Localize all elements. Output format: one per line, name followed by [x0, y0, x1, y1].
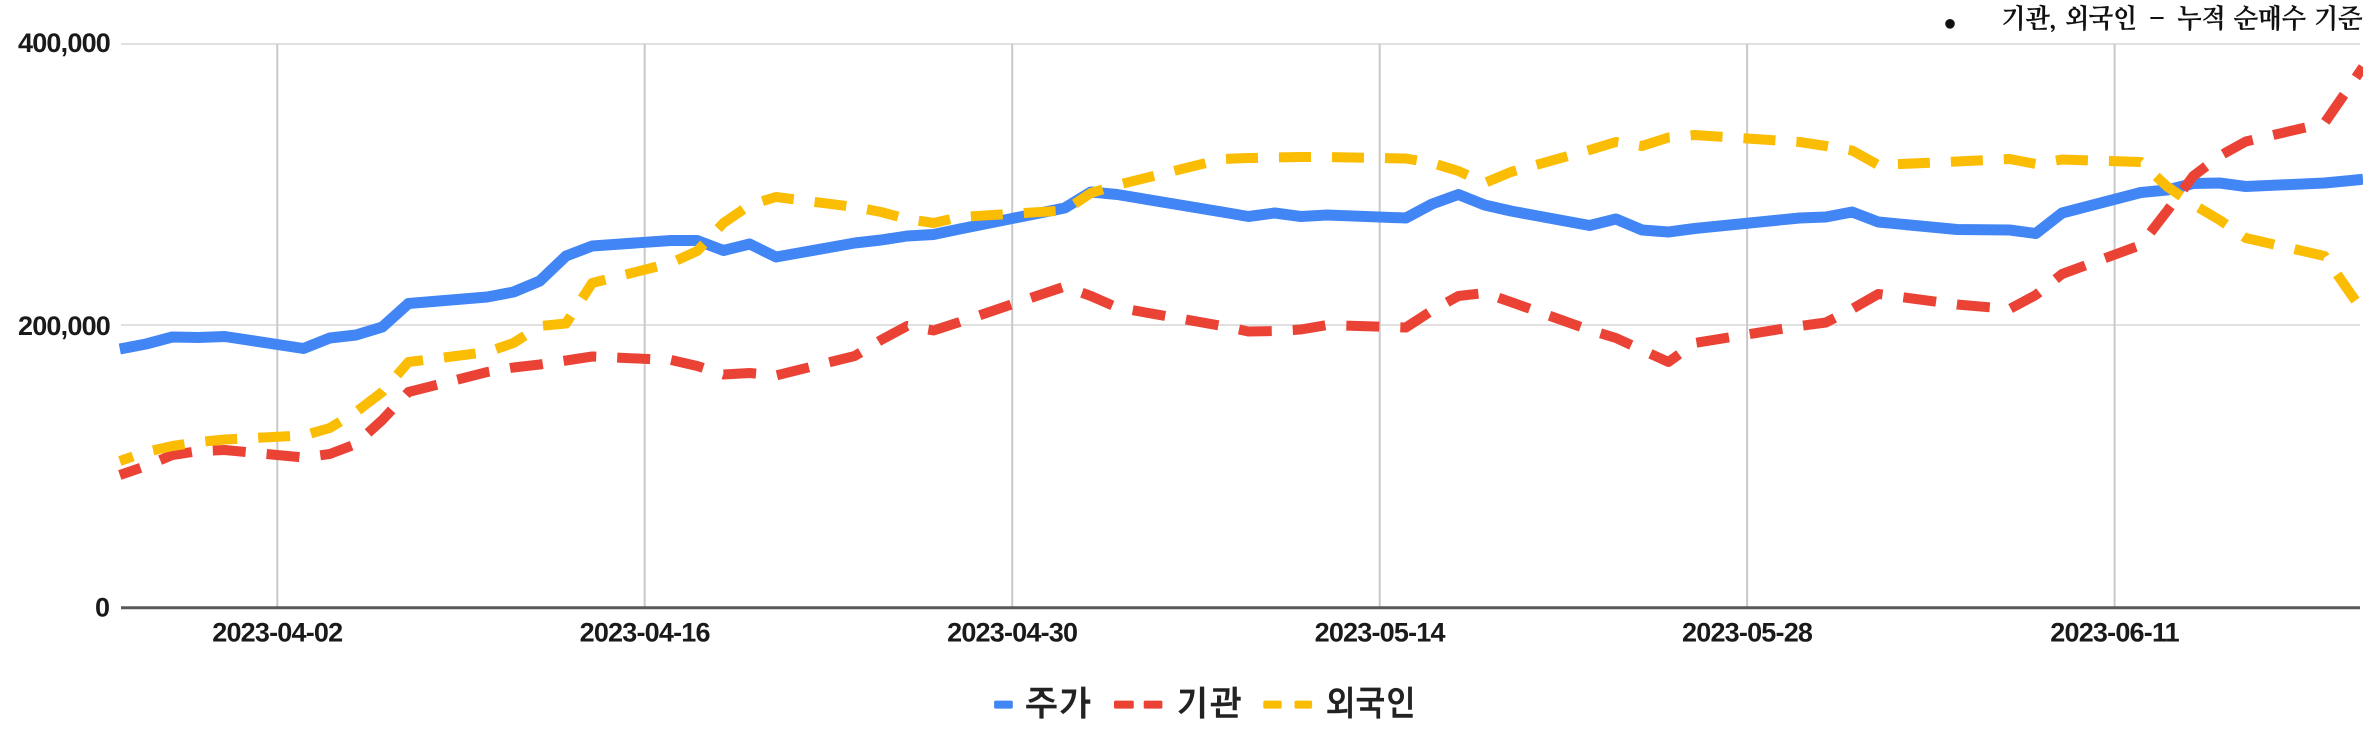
svg-text:2023-04-16: 2023-04-16	[580, 618, 711, 648]
svg-text:200,000: 200,000	[18, 311, 110, 341]
svg-text:2023-05-14: 2023-05-14	[1315, 618, 1446, 648]
svg-text:2023-04-02: 2023-04-02	[212, 618, 342, 648]
svg-text:0: 0	[95, 593, 110, 623]
svg-text:400,000: 400,000	[18, 28, 110, 58]
svg-text:2023-06-11: 2023-06-11	[2050, 618, 2179, 648]
svg-text:2023-04-30: 2023-04-30	[947, 618, 1077, 648]
svg-text:2023-05-28: 2023-05-28	[1682, 618, 1813, 648]
